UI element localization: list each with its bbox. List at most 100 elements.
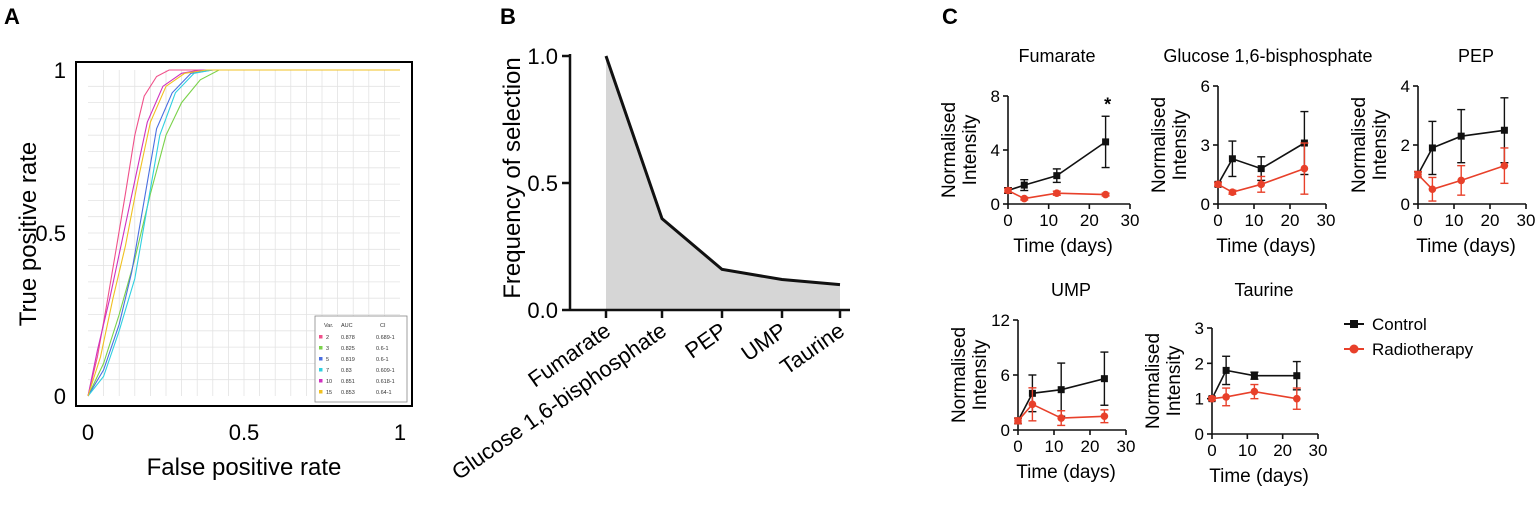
radiotherapy-marker: [1228, 188, 1237, 196]
radiotherapy-series-line: [1417, 164, 1505, 191]
roc-legend-auc: 0.819: [341, 357, 355, 363]
subplot-x-tick-label: 20: [1080, 211, 1099, 230]
frequency-x-tick-label: Taurine: [775, 318, 848, 380]
radiotherapy-marker: [1414, 170, 1422, 179]
radiotherapy-series-line: [1211, 390, 1297, 400]
roc-legend-header-var: Var.: [324, 323, 334, 329]
subplot-y-axis-title-line1: Normalised: [1149, 97, 1170, 193]
subplot-y-tick-label: 6: [1001, 366, 1010, 385]
control-series-line: [1217, 142, 1305, 185]
roc-curve-var-7: [87, 69, 400, 397]
subplot-y-axis-title-line2: Intensity: [970, 339, 991, 410]
subplot-y-tick-label: 0: [1001, 421, 1010, 440]
subplot-x-tick-label: 10: [1245, 211, 1264, 230]
frequency-line: [604, 55, 841, 287]
control-marker: [1100, 375, 1108, 383]
intensity-subplot-fumarate: Fumarate 0 4 8 0 10 20 30 Time (days) Normalised I…: [939, 46, 1139, 257]
subplot-y-axis-title-line2: Intensity: [960, 114, 981, 185]
control-marker: [1250, 372, 1258, 380]
roc-legend-var: 10: [326, 379, 332, 385]
roc-x-tick-label: 0: [82, 420, 94, 445]
control-marker: [1102, 138, 1110, 146]
roc-ticks: 0 0.5 100.51: [35, 58, 406, 445]
subplot-x-tick-label: 30: [1117, 437, 1136, 456]
subplot-x-axis-title: Time (days): [1013, 236, 1113, 257]
frequency-area: [606, 56, 840, 310]
subplot-y-axis-title-line1: Normalised: [1143, 333, 1164, 429]
subplot-y-axis-title-line1: Normalised: [949, 327, 970, 423]
subplot-y-tick-label: 6: [1201, 77, 1210, 96]
subplot-y-axis-title-line1: Normalised: [1349, 97, 1370, 193]
roc-legend-auc: 0.851: [341, 379, 355, 385]
subplot-x-tick-label: 20: [1081, 437, 1100, 456]
radiotherapy-marker: [1457, 176, 1465, 185]
subplot-y-tick-label: 4: [991, 141, 1000, 160]
roc-legend-ci: 0.689-1: [376, 335, 395, 341]
control-marker: [1020, 181, 1028, 189]
significance-asterisk: *: [1104, 94, 1111, 114]
frequency-y-tick-label: 1.0: [527, 44, 558, 69]
roc-legend-ci: 0.6-1: [376, 346, 389, 352]
roc-legend-var: 5: [326, 357, 329, 363]
radiotherapy-marker: [1222, 393, 1230, 401]
subplot-y-tick-label: 2: [1195, 354, 1204, 373]
radiotherapy-marker: [1257, 180, 1265, 189]
control-marker: [1428, 144, 1436, 152]
roc-legend-header-ci: CI: [380, 323, 386, 329]
roc-curve-var-10: [87, 69, 400, 397]
panel-letter-c: C: [942, 4, 958, 29]
control-marker: [1222, 366, 1230, 374]
radiotherapy-marker: [1014, 417, 1022, 425]
roc-legend-header-auc: AUC: [341, 323, 353, 329]
subplot-x-tick-label: 10: [1445, 211, 1464, 230]
radiotherapy-series-line: [1217, 167, 1305, 194]
roc-legend: Var. AUC CI 2 0.878 0.689-1 3 0.825 0.6-1 5 0.8…: [314, 315, 408, 403]
roc-x-tick-label: 0.5: [229, 420, 260, 445]
control-marker: [1500, 126, 1508, 134]
subplot-y-tick-label: 0: [991, 195, 1000, 214]
subplot-title: Fumarate: [1018, 46, 1095, 66]
roc-legend-swatch: [319, 346, 323, 350]
subplot-y-tick-label: 3: [1201, 136, 1210, 155]
control-marker: [1057, 386, 1065, 394]
subplot-x-tick-label: 20: [1273, 441, 1292, 460]
roc-legend-auc: 0.83: [341, 368, 352, 374]
radiotherapy-marker: [1250, 387, 1259, 396]
subplot-x-tick-label: 10: [1039, 211, 1058, 230]
legend-radiotherapy-label: Radiotherapy: [1372, 340, 1474, 359]
radiotherapy-marker: [1057, 414, 1065, 422]
subplot-y-tick-label: 3: [1195, 319, 1204, 338]
radiotherapy-marker: [1293, 394, 1301, 403]
roc-legend-swatch: [319, 335, 323, 339]
roc-legend-auc: 0.878: [341, 335, 355, 341]
subplot-x-tick-label: 30: [1309, 441, 1328, 460]
radiotherapy-marker: [1020, 194, 1029, 203]
roc-y-tick-label: 1: [54, 58, 66, 83]
roc-legend-swatch: [319, 379, 323, 383]
legend-control-label: Control: [1372, 315, 1427, 334]
roc-legend-auc: 0.853: [341, 390, 355, 396]
radiotherapy-marker: [1053, 189, 1061, 197]
roc-legend-var: 7: [326, 368, 329, 374]
roc-x-tick-label: 1: [394, 420, 406, 445]
subplot-y-axis-title-line2: Intensity: [1164, 345, 1185, 416]
subplot-x-axis-title: Time (days): [1416, 236, 1516, 257]
subplot-x-axis-title: Time (days): [1016, 462, 1116, 483]
radiotherapy-marker: [1004, 186, 1012, 195]
radiotherapy-marker: [1100, 412, 1109, 421]
subplot-x-tick-label: 0: [1207, 441, 1216, 460]
subplot-x-tick-label: 30: [1121, 211, 1140, 230]
subplot-x-axis-title: Time (days): [1216, 236, 1316, 257]
subplot-x-tick-label: 0: [1013, 437, 1022, 456]
roc-legend-swatch: [319, 390, 323, 394]
subplot-title: PEP: [1458, 46, 1494, 66]
roc-legend-swatch: [319, 368, 323, 372]
subplot-x-axis-title: Time (days): [1209, 466, 1309, 487]
roc-legend-var: 15: [326, 390, 332, 396]
roc-legend-ci: 0.618-1: [376, 379, 395, 385]
subplot-x-tick-label: 10: [1238, 441, 1257, 460]
